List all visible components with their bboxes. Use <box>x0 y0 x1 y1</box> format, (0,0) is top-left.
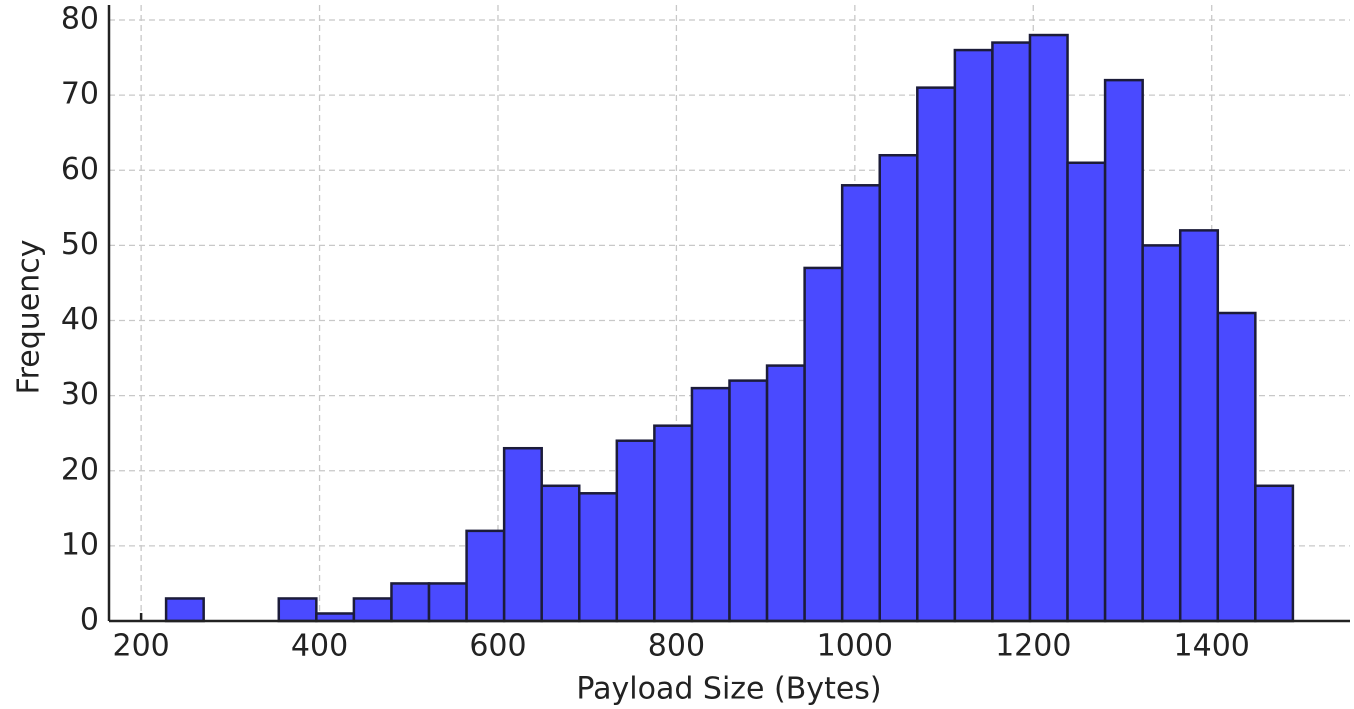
bar <box>578 492 619 623</box>
x-axis-label: Payload Size (Bytes) <box>576 672 881 707</box>
bar <box>615 439 656 623</box>
y-tick-label: 10 <box>61 527 99 562</box>
bar <box>465 529 506 623</box>
bar <box>540 484 581 623</box>
bar <box>352 597 393 623</box>
bar <box>878 153 919 623</box>
bar <box>840 184 881 623</box>
bar <box>277 597 318 623</box>
y-tick-label: 50 <box>61 227 99 262</box>
bar <box>765 364 806 623</box>
x-tick-label: 1000 <box>817 629 893 664</box>
x-tick-label: 600 <box>469 629 526 664</box>
bar <box>1254 484 1295 623</box>
y-tick-label: 60 <box>61 152 99 187</box>
bar <box>953 48 994 623</box>
bar <box>991 41 1032 623</box>
x-tick-label: 1200 <box>995 629 1071 664</box>
bar <box>164 597 205 623</box>
bar <box>728 379 769 623</box>
bar <box>916 86 957 623</box>
bar <box>1103 78 1144 623</box>
x-tick-label: 800 <box>648 629 705 664</box>
y-tick-label: 0 <box>80 603 99 638</box>
bar <box>502 446 543 623</box>
bar <box>803 266 844 623</box>
bar <box>653 424 694 623</box>
bar <box>390 582 431 623</box>
y-tick-label: 70 <box>61 77 99 112</box>
bar <box>427 582 468 623</box>
y-tick-label: 40 <box>61 302 99 337</box>
y-tick-label: 30 <box>61 377 99 412</box>
bar <box>1028 33 1069 623</box>
x-tick-label: 400 <box>291 629 348 664</box>
y-tick-label: 80 <box>61 2 99 37</box>
bar <box>1216 311 1257 623</box>
x-tick-label: 1400 <box>1174 629 1250 664</box>
bar <box>1066 161 1107 623</box>
x-tick-label: 200 <box>112 629 169 664</box>
bar <box>690 386 731 623</box>
bar <box>1141 244 1182 623</box>
bar <box>1178 229 1220 623</box>
y-tick-label: 20 <box>61 452 99 487</box>
y-axis-label: Frequency <box>12 240 47 395</box>
